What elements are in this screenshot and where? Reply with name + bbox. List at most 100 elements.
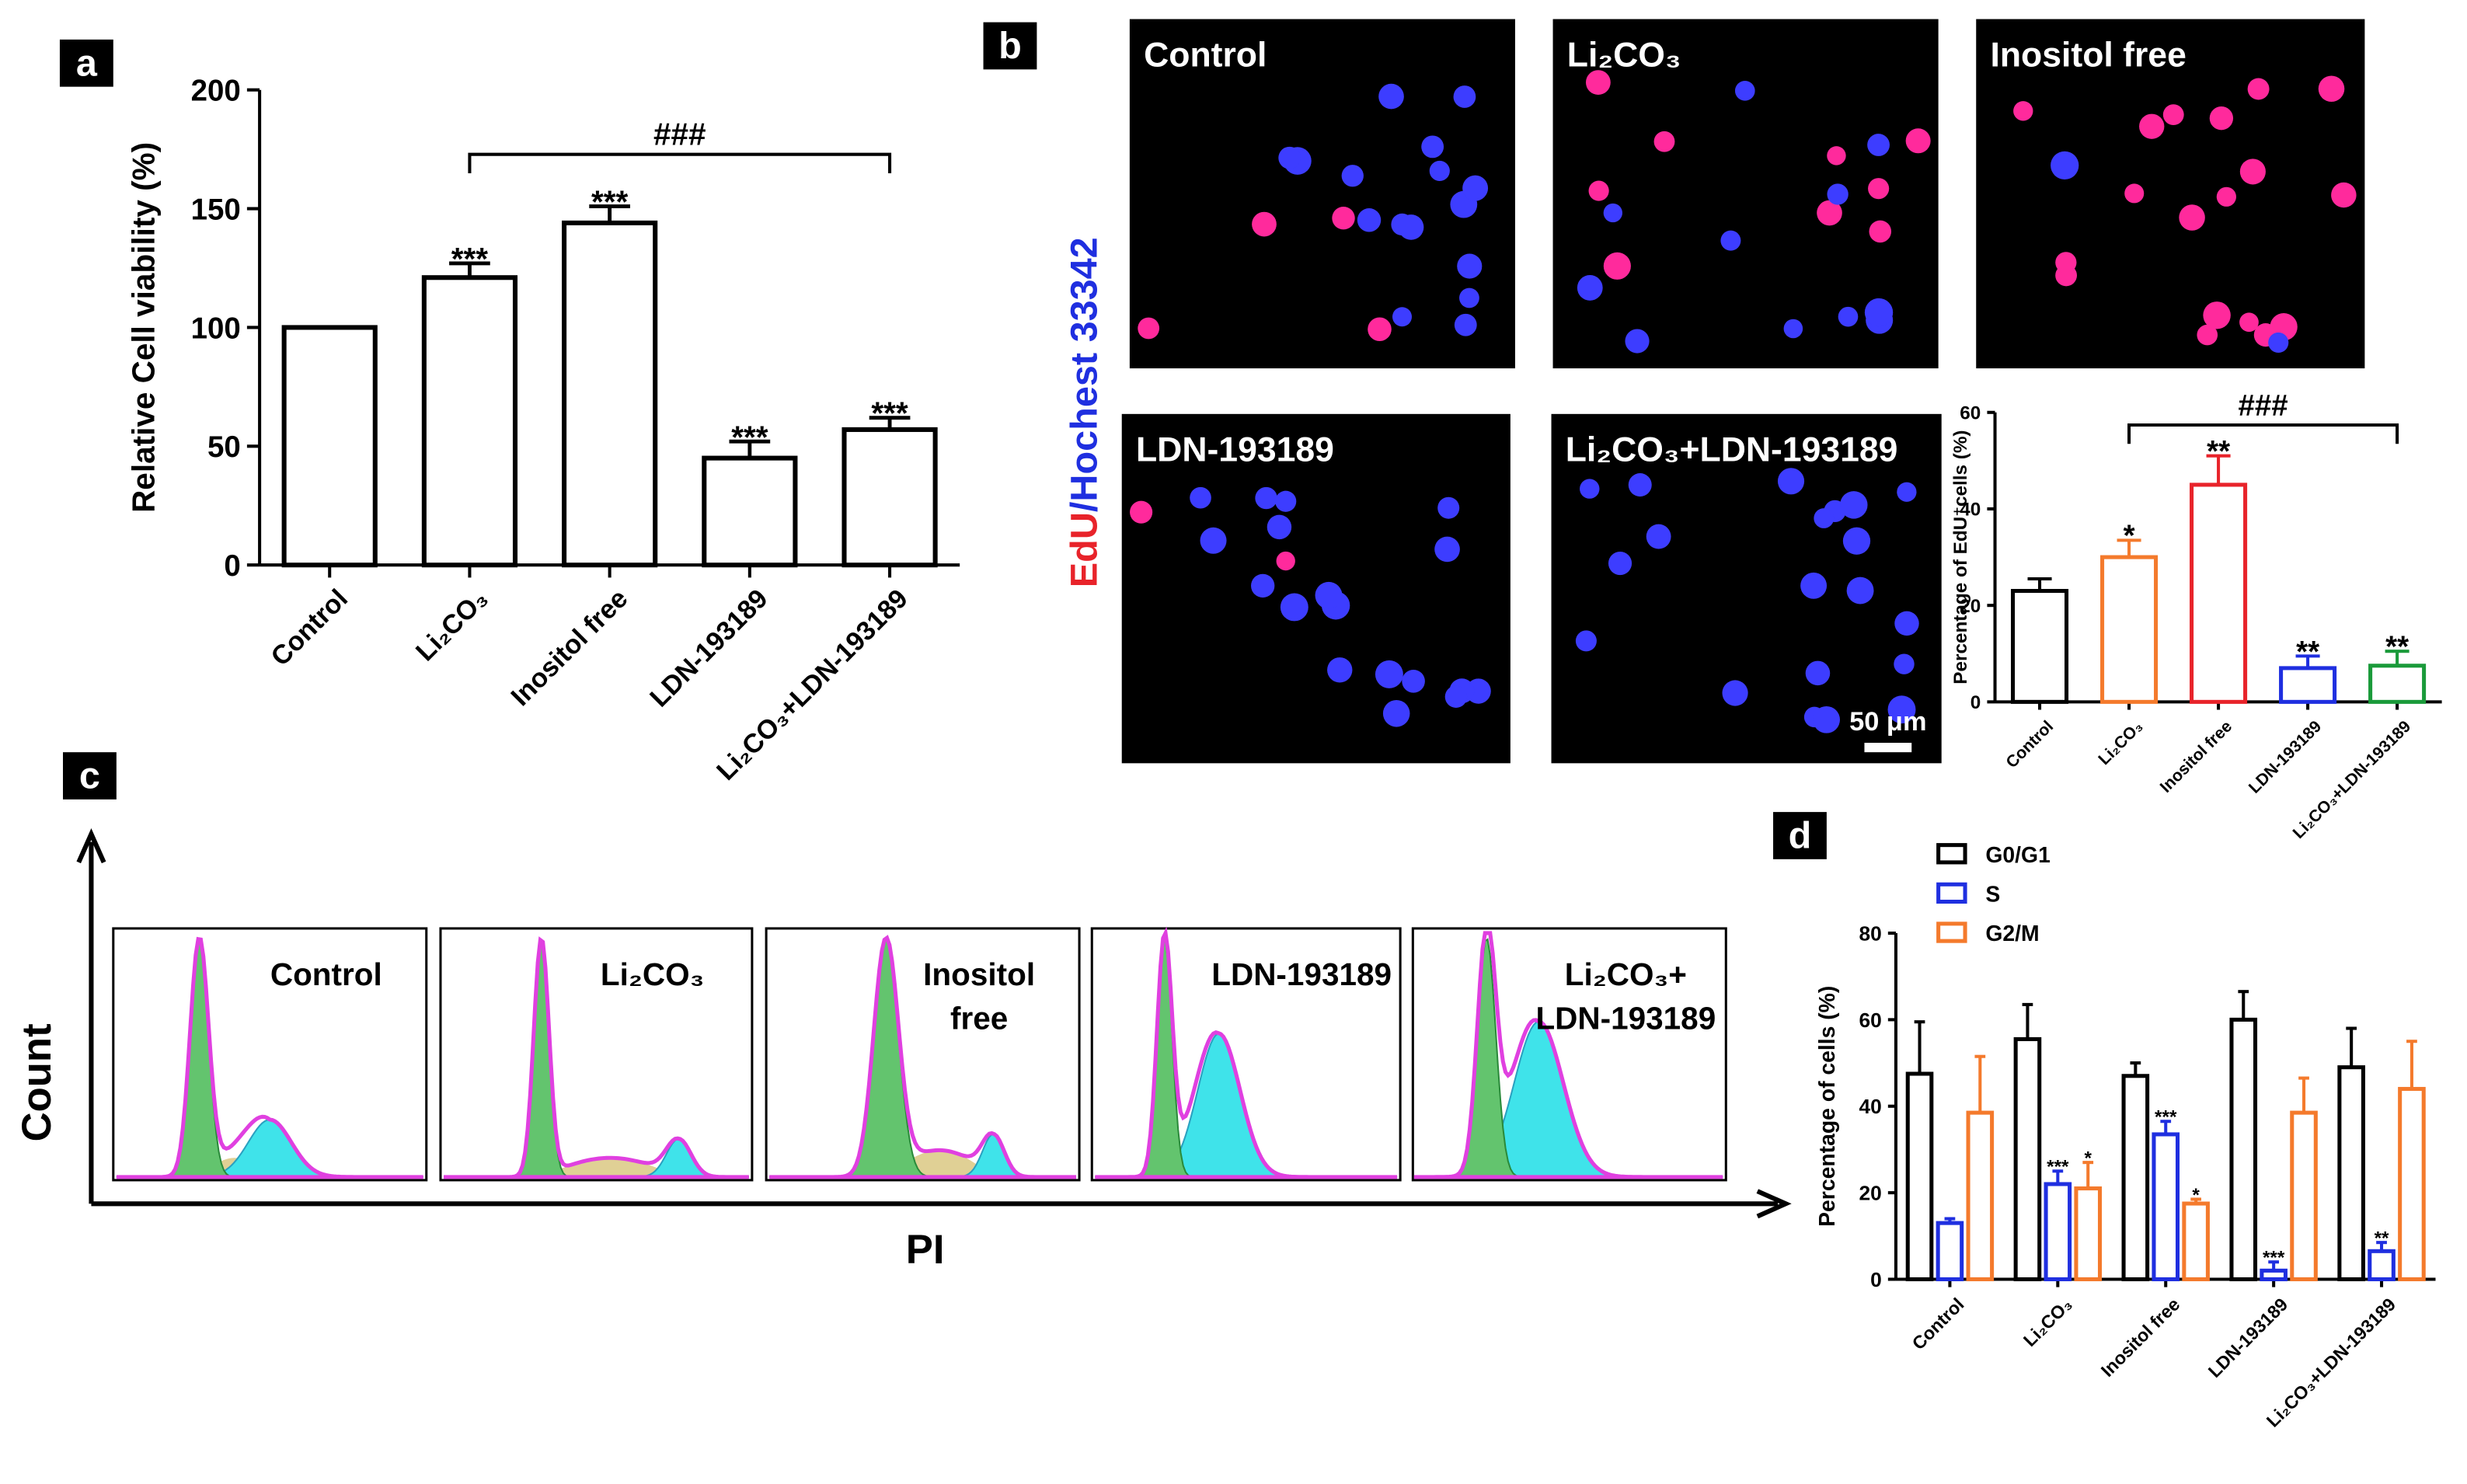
micrograph (1121, 413, 1511, 764)
flow-panel-label: LDN-193189 (1211, 956, 1392, 992)
cell (2139, 113, 2165, 139)
cell (1280, 593, 1308, 622)
cell (1459, 287, 1479, 308)
flow-envelope (769, 935, 1077, 1179)
cell (2268, 332, 2289, 354)
panel-letter: a (76, 42, 98, 84)
cell (1434, 536, 1460, 563)
bar (281, 325, 378, 568)
x-tick-label: Control (266, 583, 354, 671)
cell (1840, 491, 1868, 519)
cell (1814, 508, 1835, 528)
cell (1646, 524, 1671, 549)
cell (1267, 514, 1292, 540)
y-axis-label: Relative Cell viability (%) (125, 142, 161, 513)
micrograph (1551, 413, 1942, 764)
x-tick-label: Li₂CO₃ (2095, 717, 2146, 768)
flow-panel-label: Li₂CO₃ (601, 956, 704, 992)
cell (1252, 211, 1277, 237)
cell (1838, 306, 1859, 327)
bracket-label: ### (653, 117, 706, 152)
significance-label: * (2124, 520, 2135, 553)
cell (1894, 653, 1915, 674)
y-axis-label: Percentage of cells (%) (1815, 986, 1840, 1227)
bar (2229, 1017, 2258, 1282)
flow-envelope (116, 936, 423, 1179)
flow-envelope (444, 936, 749, 1179)
flow-y-label: Count (14, 1023, 60, 1141)
micrograph (1129, 19, 1515, 369)
bar (2368, 664, 2427, 704)
micrograph-label: Li₂CO₃+LDN-193189 (1566, 431, 1898, 469)
significance-label: *** (2263, 1248, 2285, 1269)
cell (1392, 307, 1413, 327)
cell (1905, 128, 1931, 154)
cell (2239, 312, 2259, 333)
cell (1720, 230, 1741, 251)
bar (562, 220, 658, 568)
cell (2197, 324, 2218, 346)
cell (1603, 252, 1631, 280)
cell (1827, 146, 1846, 165)
cell (1783, 319, 1803, 339)
cell (1653, 131, 1675, 152)
cell (1734, 81, 1755, 101)
cell (1603, 203, 1622, 223)
x-tick-label: Inositol free (2156, 717, 2235, 796)
x-tick-label: LDN-193189 (2245, 717, 2325, 797)
cell (1255, 486, 1277, 510)
cell (1827, 183, 1849, 205)
cell (1588, 180, 1609, 201)
cell (2055, 252, 2077, 273)
significance-label: *** (2155, 1107, 2177, 1128)
flow-s-phase (444, 1158, 749, 1177)
cell (2162, 104, 2184, 126)
significance-label: * (2084, 1148, 2092, 1169)
cell (1421, 135, 1444, 159)
y-tick-label: 150 (191, 193, 241, 226)
cell (1897, 482, 1917, 502)
panel-letter-box (983, 22, 1037, 70)
flow-envelope (1095, 926, 1398, 1179)
flow-x-label: PI (906, 1227, 945, 1273)
significance-label: *** (731, 419, 768, 455)
cell (1864, 298, 1894, 327)
legend-swatch (1936, 921, 1967, 943)
bar (1966, 1110, 1995, 1282)
significance-label: ** (2385, 631, 2409, 664)
cell (1444, 685, 1468, 708)
significance-label: *** (2047, 1157, 2069, 1178)
cell (1368, 317, 1392, 342)
significance-label: *** (591, 184, 629, 220)
bar (2100, 555, 2159, 704)
cell (1398, 214, 1424, 240)
y-tick-label: 60 (1960, 403, 1981, 424)
cell (1275, 490, 1297, 512)
cell (1357, 208, 1382, 232)
flow-panel-label: Li₂CO₃+ (1565, 956, 1687, 992)
cell (1813, 705, 1840, 733)
cell (2247, 78, 2270, 100)
cell (1278, 146, 1301, 169)
bar (2152, 1132, 2180, 1282)
cell (2124, 183, 2145, 204)
cell (1628, 473, 1652, 497)
bar (2013, 1036, 2042, 1282)
cell (1585, 70, 1611, 96)
significance-label: * (2192, 1185, 2200, 1206)
panel-letter-box (1773, 812, 1827, 859)
micrograph-label: Control (1144, 36, 1267, 74)
cell (1580, 479, 1600, 499)
cell (2179, 204, 2205, 231)
y-tick-label: 200 (191, 75, 241, 108)
y-tick-label: 50 (207, 430, 241, 464)
cell (1805, 660, 1831, 686)
cell (1341, 165, 1364, 187)
x-tick-label: Inositol free (506, 583, 634, 712)
significance-label: ** (2375, 1228, 2389, 1249)
cell (1454, 313, 1477, 336)
cell (1251, 573, 1275, 598)
cell (2013, 101, 2033, 121)
x-tick-label: LDN-193189 (2204, 1294, 2292, 1381)
